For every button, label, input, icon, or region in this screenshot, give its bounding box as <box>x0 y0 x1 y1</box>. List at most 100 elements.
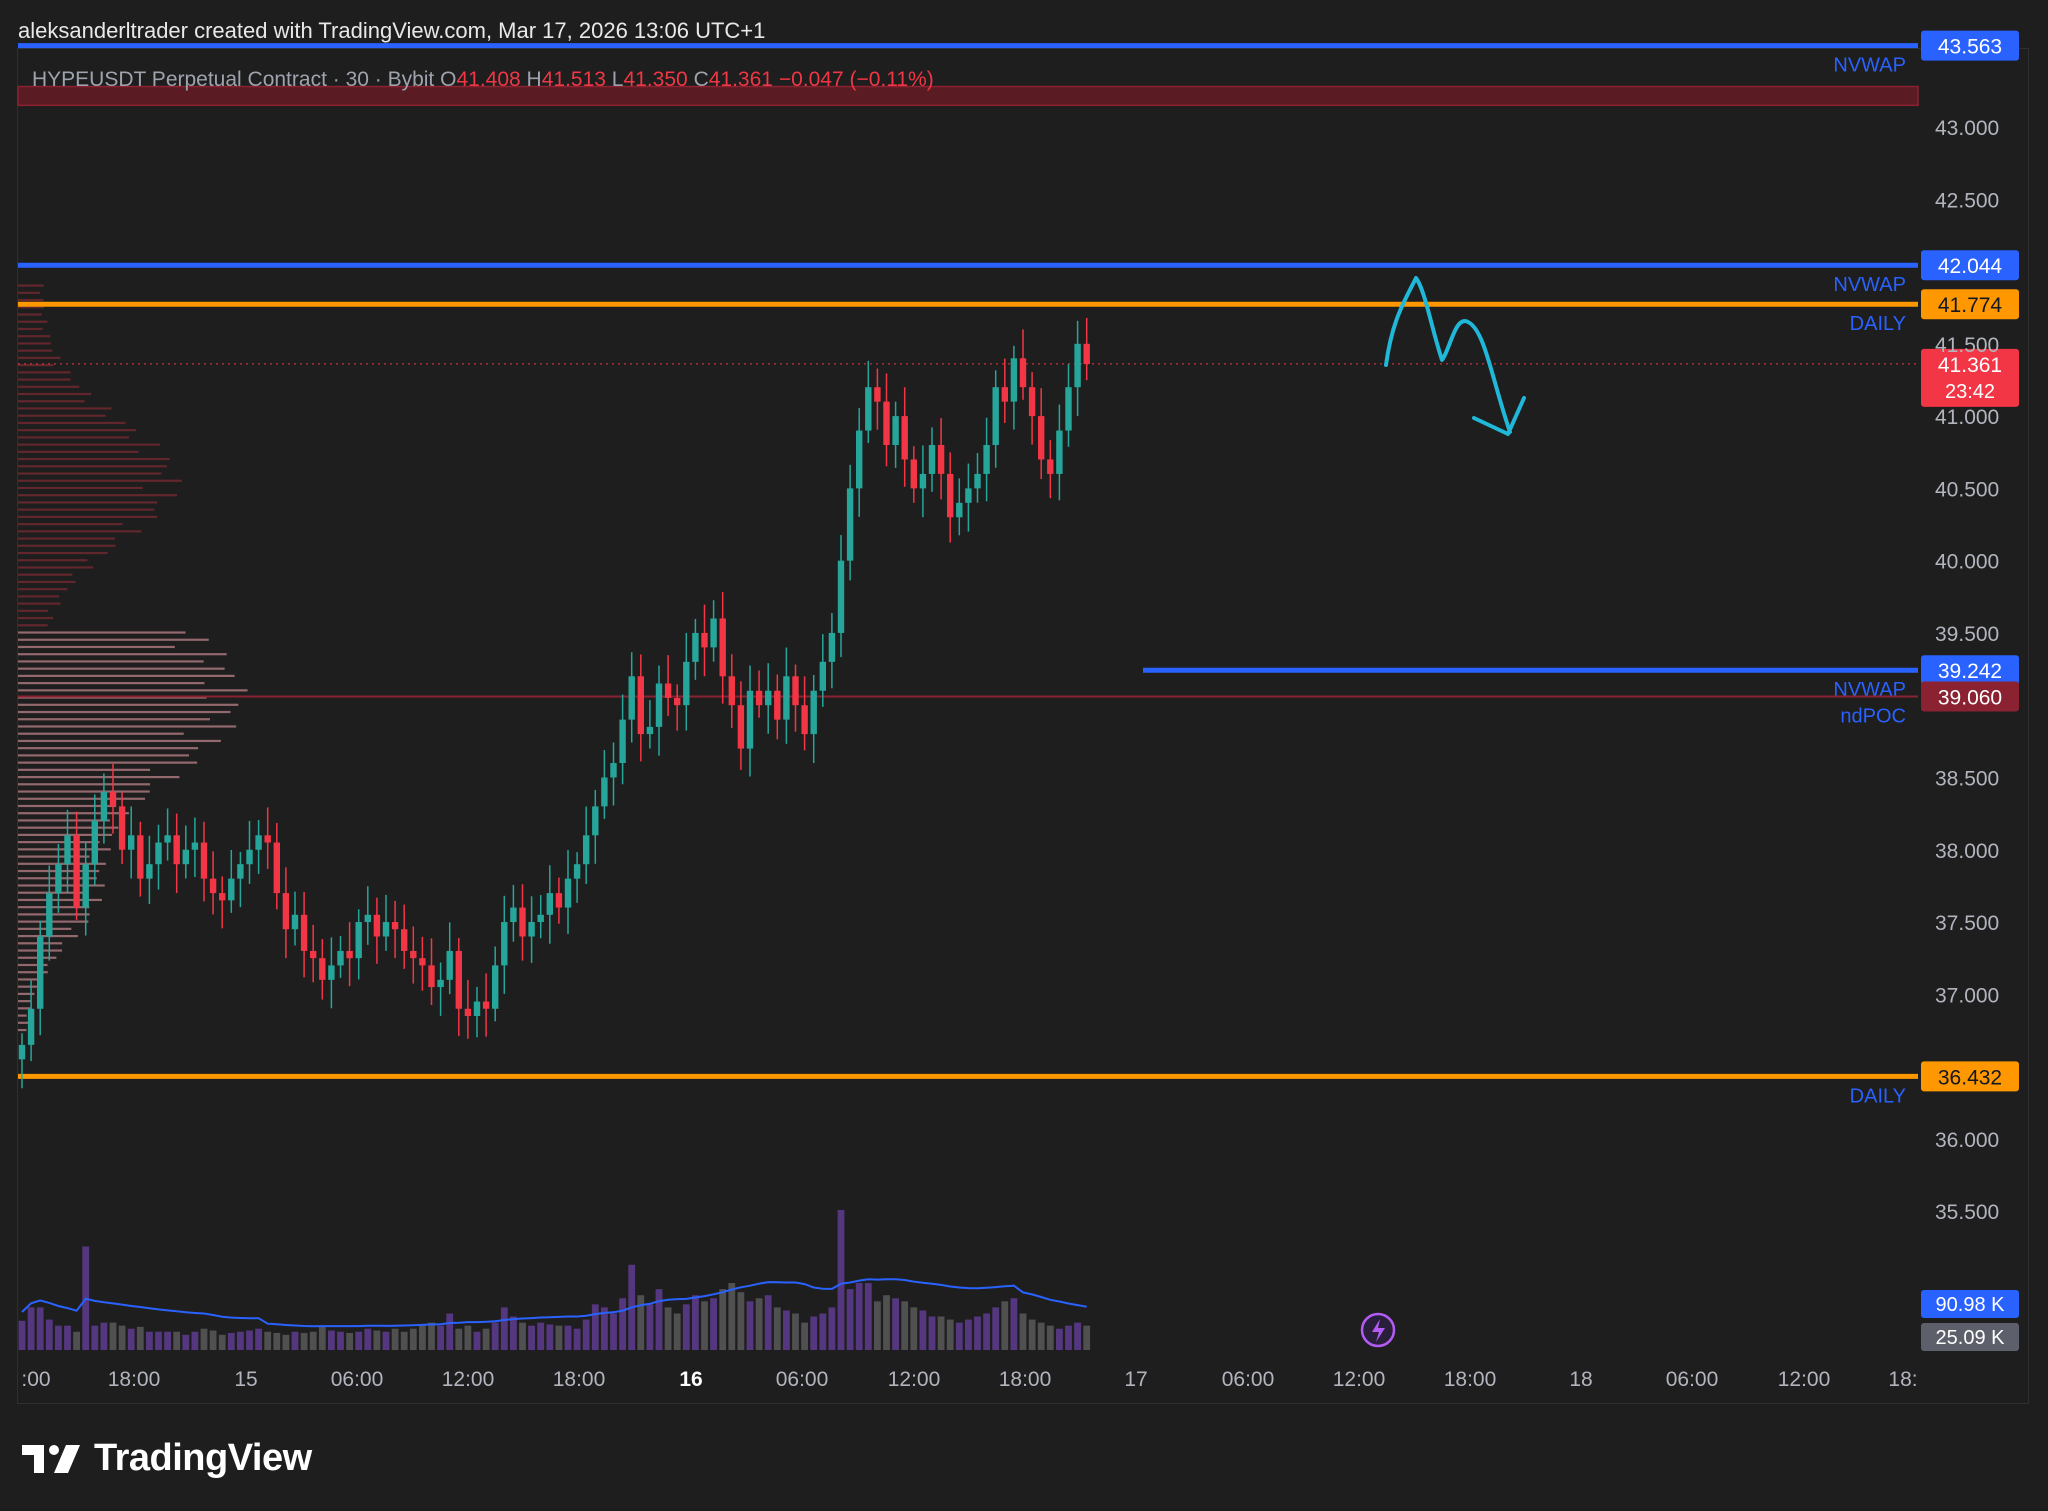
volume-bar <box>237 1331 244 1350</box>
candle-body <box>191 842 199 850</box>
volume-bar <box>974 1316 981 1350</box>
candle-body <box>746 690 754 749</box>
candle-body <box>246 849 253 865</box>
volume-bar <box>300 1332 308 1350</box>
annotation-path <box>1384 276 1512 434</box>
candle-body <box>437 979 444 988</box>
volume-bar <box>446 1313 454 1350</box>
candle-body <box>164 835 171 843</box>
volume-bar <box>819 1313 827 1350</box>
volume-profile-bar <box>18 638 209 641</box>
volume-bar <box>546 1324 554 1350</box>
volume-profile-bar <box>18 739 221 743</box>
volume-last-tag <box>1921 1323 2019 1351</box>
volume-bar <box>801 1322 808 1350</box>
volume-bar <box>792 1313 799 1350</box>
candle-body <box>664 683 672 698</box>
chart-frame[interactable] <box>17 48 2029 1404</box>
candle-body <box>710 618 717 648</box>
volume-profile-bar <box>18 443 161 446</box>
volume-bar <box>919 1310 927 1350</box>
candle-body <box>674 697 681 706</box>
price-tag-nvwap <box>1921 250 2019 281</box>
candle-body <box>1019 358 1027 388</box>
volume-bar <box>127 1328 135 1350</box>
candle-body <box>856 430 863 489</box>
volume-bar <box>564 1325 572 1350</box>
x-tick-label: 12:00 <box>442 1368 495 1391</box>
low-value: 41.350 <box>623 68 688 91</box>
volume-profile-bar <box>18 725 237 728</box>
volume-bar <box>701 1301 708 1350</box>
volume-bar <box>673 1313 681 1350</box>
lightning-icon <box>1360 1312 1396 1348</box>
volume-bar <box>282 1334 290 1350</box>
volume-bar <box>27 1307 35 1350</box>
volume-profile-bar <box>18 898 102 902</box>
volume-profile-bar <box>18 747 199 750</box>
volume-ma-value: 90.98 K <box>1936 1294 2006 1316</box>
volume-profile-bar <box>18 494 178 497</box>
volume-bar <box>64 1325 71 1350</box>
volume-bar <box>419 1325 426 1350</box>
candle-body <box>983 445 990 474</box>
volume-profile-bar <box>18 783 151 786</box>
tradingview-logo[interactable]: TradingView <box>22 1437 312 1480</box>
volume-bar <box>18 1320 26 1350</box>
volume-bar <box>136 1326 144 1350</box>
volume-bar <box>682 1304 690 1350</box>
volume-profile-bar <box>18 551 108 555</box>
candle-body <box>118 806 126 850</box>
volume-profile-bar <box>18 479 182 482</box>
volume-bar <box>601 1307 608 1350</box>
candle-body <box>965 488 972 503</box>
volume-profile-bar <box>18 407 112 410</box>
volume-bar <box>1074 1322 1081 1350</box>
volume-profile-bar <box>18 978 38 981</box>
volume-profile-bar <box>18 913 90 916</box>
candle-body <box>801 705 808 735</box>
volume-bar <box>837 1210 845 1350</box>
price-tag-value: 39.242 <box>1938 660 2002 683</box>
volume-bar <box>892 1298 899 1350</box>
level-lines-layer: NVWAP 43.563 NVWAP 42.044 DAILY 41.774 NVWAP 39… <box>18 30 2019 1351</box>
candle-body <box>282 893 290 930</box>
volume-bar <box>992 1307 1000 1350</box>
annotation-arrowhead <box>1472 396 1526 436</box>
candle-body <box>492 965 499 1009</box>
candle-body <box>291 914 299 930</box>
candle-body <box>64 835 71 865</box>
candle-body <box>1010 358 1018 402</box>
volume-bar <box>937 1316 945 1350</box>
x-tick-label: 16 <box>679 1368 702 1391</box>
price-tag-nvwap <box>1921 655 2019 686</box>
candle-body <box>737 705 745 749</box>
volume-profile-bar <box>18 385 80 388</box>
volume-bar <box>810 1316 818 1350</box>
volume-bar <box>1001 1301 1009 1350</box>
x-tick-label: 06:00 <box>1222 1368 1275 1391</box>
candle-body <box>1065 387 1072 431</box>
volume-bar <box>109 1322 117 1350</box>
volume-profile-bar <box>18 465 167 468</box>
candle-body <box>619 719 626 764</box>
volume-bar <box>773 1307 781 1350</box>
volume-bar <box>1046 1325 1054 1350</box>
volume-profile-bar <box>18 320 48 323</box>
candle-body <box>219 893 226 901</box>
x-tick-label: 18 <box>1569 1368 1592 1391</box>
volume-profile-bar <box>18 645 175 649</box>
candle-body <box>473 1001 481 1016</box>
volume-bar <box>346 1332 353 1350</box>
volume-bar <box>146 1331 153 1350</box>
volume-bar <box>464 1325 472 1350</box>
volume-profile-bar <box>18 985 39 988</box>
volume-profile-bar <box>18 862 106 865</box>
volume-ma-line <box>21 1278 1087 1328</box>
candle-body <box>155 842 162 865</box>
y-tick-label: 39.500 <box>1935 623 1999 646</box>
volume-profile-bar <box>18 812 129 815</box>
price-tag-daily <box>1921 1061 2019 1092</box>
volume-bar <box>36 1307 44 1350</box>
